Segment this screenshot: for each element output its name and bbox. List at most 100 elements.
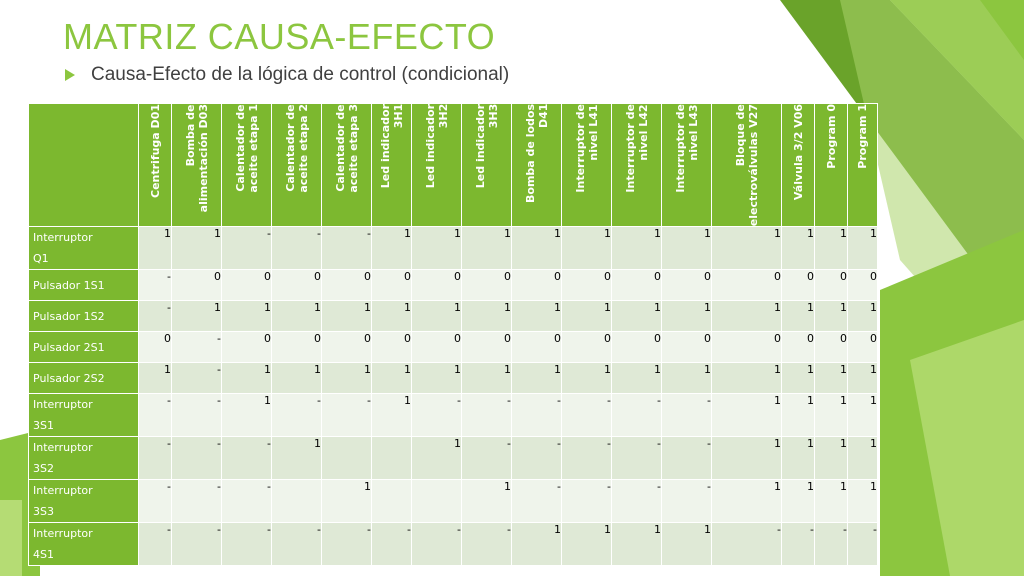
matrix-cell: 0: [371, 331, 412, 364]
column-header-label: Bloque de electroválvulas V27: [733, 104, 760, 227]
matrix-row: Interruptor 3S3- - -1 1- - - -1 1 1 1: [28, 479, 878, 524]
matrix-cell: 1: [321, 300, 372, 333]
matrix-cell: 1: [711, 393, 782, 438]
matrix-cell: 0: [411, 331, 462, 364]
matrix-cell: -: [171, 362, 222, 395]
matrix-cell: 0: [371, 269, 412, 302]
column-header: Led indicador 3H1: [371, 102, 412, 228]
row-header-label: Pulsador 2S2: [33, 371, 105, 385]
matrix-cell: 1: [411, 300, 462, 333]
matrix-cell: 1: [271, 362, 322, 395]
matrix-cell: 1: [814, 479, 848, 524]
column-header-wrap: Program 0: [815, 104, 847, 226]
matrix-cell: -: [138, 479, 172, 524]
matrix-corner-cell: [28, 102, 139, 228]
column-header-wrap: Bomba de alimentación D03: [172, 104, 221, 226]
matrix-cell: 1: [611, 522, 662, 567]
matrix-cell: -: [847, 522, 878, 567]
matrix-cell: 0: [221, 269, 272, 302]
matrix-cell: 0: [271, 269, 322, 302]
matrix-cell: -: [271, 522, 322, 567]
matrix-cell: -: [271, 393, 322, 438]
column-header-wrap: Calentador de aceite etapa 3: [322, 104, 371, 226]
matrix-cell: -: [138, 436, 172, 481]
matrix-cell: -: [511, 393, 562, 438]
matrix-cell: -: [411, 393, 462, 438]
matrix-cell: -: [511, 479, 562, 524]
matrix-cell: -: [171, 479, 222, 524]
matrix-cell: 0: [511, 269, 562, 302]
column-header-label: Calentador de aceite etapa 1: [233, 104, 260, 193]
matrix-cell: 1: [221, 393, 272, 438]
column-header-wrap: Led indicador 3H2: [412, 104, 461, 226]
matrix-cell: 1: [271, 436, 322, 481]
matrix-row: Interruptor 4S1- - - - - - - -1 1 1 1- - - -: [28, 522, 878, 567]
column-header: Program 0: [814, 102, 848, 228]
matrix-cell: 0: [781, 331, 815, 364]
deco-shape: [910, 320, 1024, 576]
matrix-cell: -: [711, 522, 782, 567]
column-header-wrap: Válvula 3/2 V06: [782, 104, 814, 226]
matrix-cell: [321, 436, 372, 481]
row-header: Pulsador 1S2: [28, 300, 139, 333]
matrix-cell: 1: [461, 300, 512, 333]
column-header: Interruptor de nivel L42: [611, 102, 662, 228]
matrix-cell: 0: [138, 331, 172, 364]
matrix-cell: 1: [611, 362, 662, 395]
matrix-cell: 1: [711, 300, 782, 333]
matrix-cell: 0: [611, 331, 662, 364]
matrix-cell: 1: [221, 362, 272, 395]
column-header: Led indicador 3H3: [461, 102, 512, 228]
matrix-row: Interruptor 3S2- - -1 1- - - - -1 1 1 1: [28, 436, 878, 481]
matrix-cell: 1: [781, 393, 815, 438]
matrix-cell: 1: [781, 300, 815, 333]
matrix-cell: 0: [171, 269, 222, 302]
matrix-cell: 1: [461, 226, 512, 271]
matrix-cell: -: [661, 436, 712, 481]
column-header: Led indicador 3H2: [411, 102, 462, 228]
matrix-cell: 1: [461, 362, 512, 395]
column-header-label: Interruptor de nivel L41: [573, 104, 600, 193]
matrix-cell: [271, 479, 322, 524]
row-header: Interruptor 3S2: [28, 436, 139, 481]
column-header: Bomba de alimentación D03: [171, 102, 222, 228]
matrix-header-row: Centrifuga D01 Bomba de alimentación D03 C…: [28, 102, 878, 228]
column-header-label: Led indicador 3H2: [423, 104, 450, 189]
matrix-cell: 0: [511, 331, 562, 364]
row-header: Interruptor Q1: [28, 226, 139, 271]
column-header-label: Centrifuga D01: [148, 104, 162, 198]
matrix-cell: 0: [461, 269, 512, 302]
slide-subtitle-row: Causa-Efecto de la lógica de control (co…: [65, 64, 509, 86]
matrix-cell: 0: [711, 331, 782, 364]
column-header-label: Program 1: [856, 104, 869, 169]
column-header-wrap: Calentador de aceite etapa 1: [222, 104, 271, 226]
matrix-cell: -: [611, 436, 662, 481]
matrix-cell: 1: [814, 436, 848, 481]
matrix-cell: 1: [814, 393, 848, 438]
matrix-cell: 1: [511, 226, 562, 271]
matrix-cell: 1: [371, 393, 412, 438]
matrix-cell: 1: [511, 522, 562, 567]
row-header-label: Interruptor 3S3: [33, 484, 93, 519]
matrix-cell: 1: [781, 479, 815, 524]
matrix-cell: 1: [411, 436, 462, 481]
matrix-cell: 1: [138, 226, 172, 271]
matrix-cell: 0: [461, 331, 512, 364]
column-header-label: Interruptor de nivel L43: [673, 104, 700, 193]
column-header: Bomba de lodos D41: [511, 102, 562, 228]
slide-subtitle: Causa-Efecto de la lógica de control (co…: [91, 64, 510, 85]
matrix-cell: 1: [711, 479, 782, 524]
matrix-row: Pulsador 1S1-0 0 0 0 0 0 0 0 0 0 0 0 0 0 0: [28, 269, 878, 302]
matrix-cell: -: [138, 300, 172, 333]
matrix-cell: 1: [847, 479, 878, 524]
matrix-cell: -: [221, 479, 272, 524]
matrix-cell: 1: [711, 436, 782, 481]
matrix-cell: -: [611, 479, 662, 524]
matrix-cell: -: [138, 269, 172, 302]
column-header-label: Válvula 3/2 V06: [791, 104, 805, 201]
column-header: Interruptor de nivel L43: [661, 102, 712, 228]
row-header-label: Interruptor 3S1: [33, 398, 93, 433]
matrix-cell: 0: [611, 269, 662, 302]
matrix-row: Pulsador 1S2-1 1 1 1 1 1 1 1 1 1 1 1 1 1 1: [28, 300, 878, 333]
column-header: Válvula 3/2 V06: [781, 102, 815, 228]
